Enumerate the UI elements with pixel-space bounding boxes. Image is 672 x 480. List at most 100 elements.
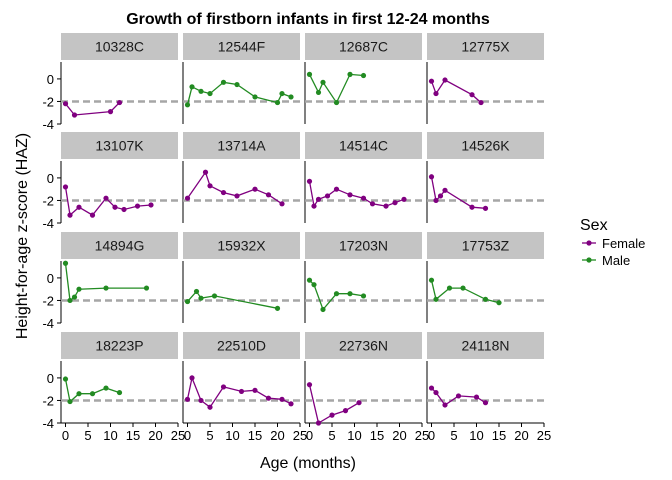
x-tick-label: 0 bbox=[62, 428, 69, 443]
data-point bbox=[342, 408, 349, 414]
data-point bbox=[482, 296, 489, 302]
facet-panel: 14894G 0 -2 -4 bbox=[42, 232, 178, 331]
facet-panel: 17753Z bbox=[426, 232, 544, 323]
legend-key-point bbox=[586, 240, 592, 246]
facet-panels: 10328C 0 -2 -4 12544F 12687C 12775X 13107K 0 -2 -4… bbox=[42, 33, 551, 443]
data-point bbox=[428, 385, 435, 391]
facet-strip-label: 13107K bbox=[95, 138, 144, 154]
data-point bbox=[311, 282, 317, 288]
data-point bbox=[238, 388, 245, 395]
data-point bbox=[211, 293, 218, 299]
data-point bbox=[347, 71, 353, 77]
facet-strip-label: 12687C bbox=[339, 39, 388, 55]
data-point bbox=[369, 201, 376, 207]
data-point bbox=[121, 206, 127, 213]
data-point bbox=[306, 382, 313, 388]
facet-panel: 17203N bbox=[304, 232, 422, 323]
data-point bbox=[207, 183, 213, 189]
x-tick-label: 10 bbox=[225, 428, 239, 443]
data-point bbox=[62, 184, 69, 190]
x-tick-label: 15 bbox=[492, 428, 506, 443]
facet-strip bbox=[427, 232, 544, 259]
data-point bbox=[442, 77, 448, 83]
data-point bbox=[220, 79, 227, 85]
data-point bbox=[234, 81, 240, 88]
y-tick-label: -2 bbox=[42, 293, 54, 308]
data-point bbox=[71, 112, 78, 118]
facet-strip bbox=[427, 132, 544, 159]
series-line bbox=[186, 81, 292, 105]
x-tick-label: 5 bbox=[450, 428, 457, 443]
data-point bbox=[469, 204, 475, 210]
data-point bbox=[329, 412, 335, 418]
y-tick-label: 0 bbox=[47, 72, 54, 87]
y-tick-label: -4 bbox=[42, 316, 54, 331]
data-point bbox=[184, 102, 191, 108]
facet-strip bbox=[183, 33, 300, 60]
data-point bbox=[392, 200, 398, 206]
data-point bbox=[107, 109, 114, 115]
facet-strip bbox=[183, 232, 300, 259]
data-point bbox=[433, 90, 439, 97]
x-tick-label: 25 bbox=[537, 428, 551, 443]
facet-strip bbox=[305, 232, 422, 259]
facet-strip bbox=[427, 33, 544, 60]
data-point bbox=[71, 294, 78, 300]
data-point bbox=[460, 285, 466, 291]
x-tick-label: 15 bbox=[248, 428, 262, 443]
data-point bbox=[198, 88, 204, 94]
data-point bbox=[433, 197, 439, 204]
data-point bbox=[189, 375, 195, 381]
facet-strip bbox=[61, 332, 178, 359]
data-point bbox=[320, 306, 326, 313]
x-tick-label: 20 bbox=[392, 428, 406, 443]
x-tick-label: 10 bbox=[469, 428, 483, 443]
x-tick-label: 10 bbox=[103, 428, 117, 443]
facet-strip-label: 24118N bbox=[461, 338, 509, 354]
data-point bbox=[433, 296, 439, 302]
data-point bbox=[473, 394, 480, 400]
data-point bbox=[306, 178, 313, 184]
data-point bbox=[252, 387, 258, 393]
data-point bbox=[274, 305, 281, 311]
facet-strip bbox=[427, 332, 544, 359]
data-point bbox=[202, 169, 209, 175]
data-point bbox=[76, 391, 82, 397]
series-line bbox=[430, 79, 482, 104]
facet-panel: 13107K 0 -2 -4 bbox=[42, 132, 178, 231]
data-point bbox=[496, 300, 502, 306]
data-point bbox=[143, 285, 150, 291]
facet-strip bbox=[61, 232, 178, 259]
facet-panel: 24118N 0 5 10 15 20 25 bbox=[426, 332, 551, 443]
data-point bbox=[455, 393, 462, 399]
data-point bbox=[428, 174, 435, 180]
facet-panel: 10328C 0 -2 -4 bbox=[42, 33, 178, 132]
y-tick-label: 0 bbox=[47, 171, 54, 186]
data-point bbox=[478, 99, 484, 106]
data-point bbox=[428, 78, 435, 84]
data-point bbox=[265, 395, 272, 401]
facet-strip bbox=[305, 132, 422, 159]
data-point bbox=[103, 285, 109, 291]
data-point bbox=[279, 90, 285, 97]
data-point bbox=[383, 203, 389, 209]
data-point bbox=[148, 202, 154, 208]
y-tick-label: -4 bbox=[42, 216, 54, 231]
facet-panel: 14526K bbox=[426, 132, 544, 223]
data-point bbox=[67, 398, 73, 405]
data-point bbox=[198, 397, 204, 404]
series-line bbox=[64, 102, 120, 116]
legend-key-point bbox=[586, 257, 592, 263]
data-point bbox=[333, 186, 340, 192]
x-tick-label: 0 bbox=[184, 428, 191, 443]
y-tick-label: -4 bbox=[42, 117, 54, 132]
facet-panel: 22736N 0 5 10 15 20 25 bbox=[304, 332, 429, 443]
data-point bbox=[112, 204, 118, 210]
data-point bbox=[315, 89, 322, 96]
series-line bbox=[64, 378, 120, 403]
data-point bbox=[469, 92, 475, 98]
data-point bbox=[446, 285, 453, 291]
facet-panel: 13714A bbox=[182, 132, 300, 223]
data-point bbox=[220, 189, 227, 196]
